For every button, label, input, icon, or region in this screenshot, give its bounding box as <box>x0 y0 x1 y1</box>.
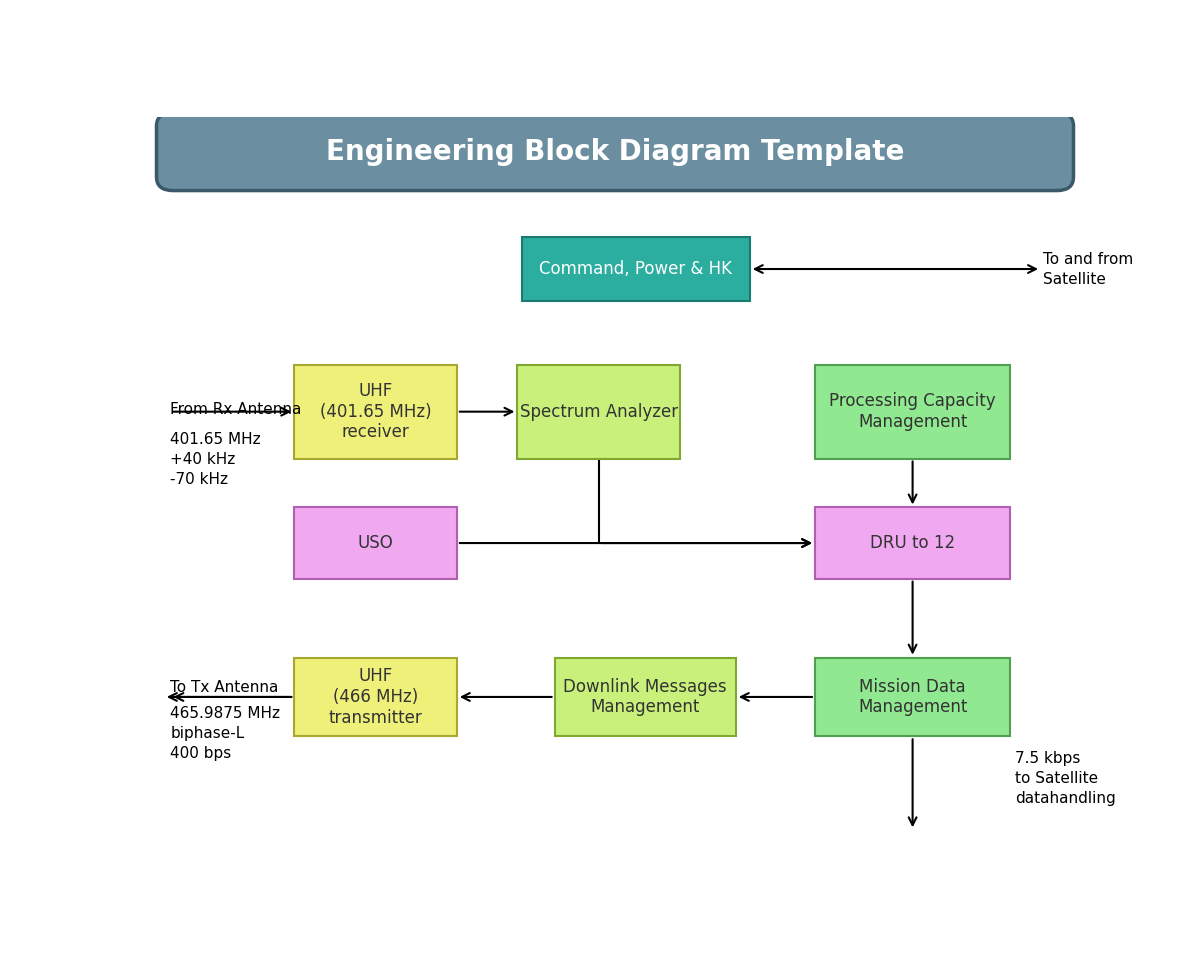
Text: Processing Capacity
Management: Processing Capacity Management <box>829 392 996 431</box>
Text: DRU to 12: DRU to 12 <box>870 534 955 552</box>
Text: 401.65 MHz
+40 kHz
-70 kHz: 401.65 MHz +40 kHz -70 kHz <box>170 432 262 487</box>
FancyBboxPatch shape <box>815 365 1010 458</box>
FancyBboxPatch shape <box>815 657 1010 736</box>
FancyBboxPatch shape <box>294 657 457 736</box>
FancyBboxPatch shape <box>156 112 1074 190</box>
Text: Engineering Block Diagram Template: Engineering Block Diagram Template <box>326 137 904 166</box>
FancyBboxPatch shape <box>294 507 457 579</box>
Text: From Rx Antenna: From Rx Antenna <box>170 403 302 417</box>
Text: To and from
Satellite: To and from Satellite <box>1043 252 1133 287</box>
FancyBboxPatch shape <box>554 657 736 736</box>
Text: UHF
(466 MHz)
transmitter: UHF (466 MHz) transmitter <box>329 667 422 726</box>
Text: UHF
(401.65 MHz)
receiver: UHF (401.65 MHz) receiver <box>319 382 431 442</box>
FancyBboxPatch shape <box>815 507 1010 579</box>
Text: Spectrum Analyzer: Spectrum Analyzer <box>520 403 678 420</box>
Text: Command, Power & HK: Command, Power & HK <box>540 260 732 278</box>
Text: 7.5 kbps
to Satellite
datahandling: 7.5 kbps to Satellite datahandling <box>1015 752 1116 806</box>
Text: To Tx Antenna: To Tx Antenna <box>170 681 278 695</box>
Text: Mission Data
Management: Mission Data Management <box>858 678 967 717</box>
Text: USO: USO <box>358 534 394 552</box>
FancyBboxPatch shape <box>517 365 680 458</box>
FancyBboxPatch shape <box>522 237 750 301</box>
Text: Downlink Messages
Management: Downlink Messages Management <box>564 678 727 717</box>
FancyBboxPatch shape <box>294 365 457 458</box>
Text: 465.9875 MHz
biphase-L
400 bps: 465.9875 MHz biphase-L 400 bps <box>170 706 281 760</box>
